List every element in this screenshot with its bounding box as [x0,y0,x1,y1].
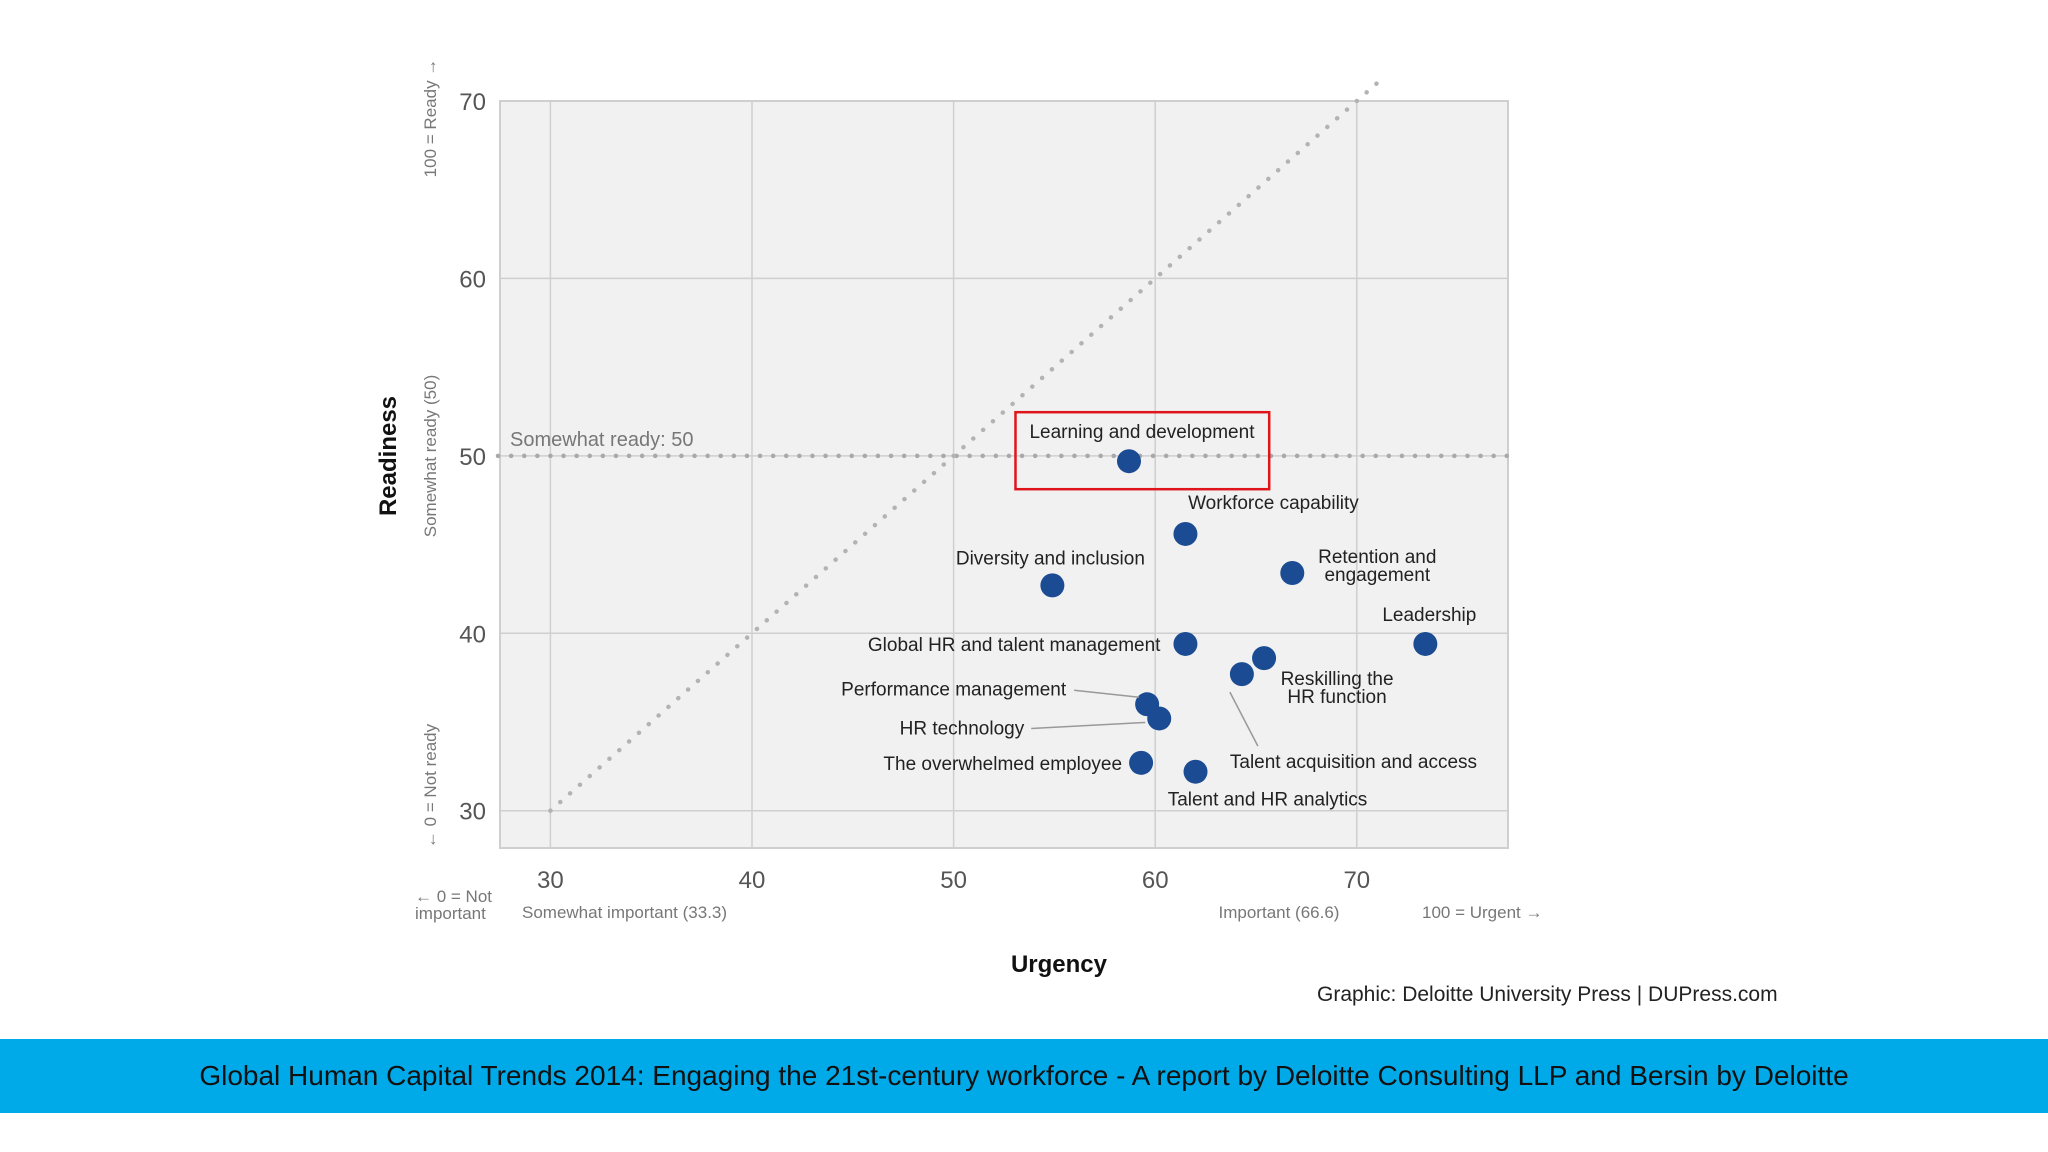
reference-lines: Somewhat ready: 50 [495,75,1515,813]
y-tick-label: 70 [459,89,486,116]
point-workforce-capability [1173,521,1198,546]
label-talent-and-hr-analytics: Talent and HR analytics [1168,790,1368,811]
y-sub-label-middle: Somewhat ready (50) [421,375,440,538]
x-tick-label: 30 [537,867,564,894]
graphic-credit: Graphic: Deloitte University Press | DUP… [1317,983,1778,1006]
y-axis-title: Readiness [375,396,402,516]
point-talent-acquisition-and-access [1229,662,1254,687]
label-talent-acquisition-and-access: Talent acquisition and access [1230,752,1477,773]
point-labels: Learning and development Workforce capabi… [841,410,1477,811]
parity-diagonal-line [548,75,1386,813]
point-retention-and-engagement [1280,560,1305,585]
y-sub-label-bottom: ← 0 = Not ready [421,723,440,848]
y-tick-label: 40 [459,621,486,648]
point-leadership [1413,631,1438,656]
label-leadership: Leadership [1382,605,1476,626]
point-diversity-and-inclusion [1040,573,1065,598]
label-the-overwhelmed-employee: The overwhelmed employee [883,754,1122,775]
tick-labels: 30 40 50 60 70 30 40 50 60 70 [459,89,1370,894]
label-performance-management: Performance management [841,679,1067,700]
x-tick-label: 50 [940,867,967,894]
x-tick-label: 40 [739,867,766,894]
plot-area [499,100,1509,849]
grid-lines [500,101,1508,848]
x-tick-label: 60 [1142,867,1169,894]
point-global-hr-and-talent-management [1173,631,1198,656]
somewhat-ready-label: Somewhat ready: 50 [510,429,693,451]
x-sub-label-not-important-line2: important [415,904,486,923]
y-tick-label: 50 [459,444,486,471]
leader-performance-management [1074,689,1140,699]
label-diversity-and-inclusion: Diversity and inclusion [956,548,1145,569]
leader-hr-technology [1031,721,1146,730]
x-tick-label: 70 [1343,867,1370,894]
point-talent-and-hr-analytics [1183,759,1208,784]
label-reskilling-the-hr-function: Reskilling the HR function [1281,669,1394,708]
point-the-overwhelmed-employee [1129,750,1154,775]
leader-talent-acquisition-and-access [1229,691,1259,747]
point-hr-technology [1147,706,1172,731]
label-learning-and-development: Learning and development [1029,422,1255,443]
y-tick-label: 30 [459,799,486,826]
y-sub-label-top: 100 = Ready → [421,59,440,178]
highlight-box [1014,410,1271,491]
label-global-hr-and-talent-management: Global HR and talent management [868,635,1161,656]
x-axis-title: Urgency [1011,951,1108,978]
data-points [1040,449,1438,784]
point-learning-and-development [1116,449,1141,474]
x-sub-label-not-important: ← 0 = Not [415,887,492,906]
label-workforce-capability: Workforce capability [1188,493,1359,514]
leader-lines [1031,689,1259,747]
scatter-chart: Somewhat ready: 50 30 40 50 60 703040506070 … [375,59,1543,978]
footer-text: Global Human Capital Trends 2014: Engagi… [199,1060,1849,1091]
footer-bar: Global Human Capital Trends 2014: Engagi… [0,1039,2048,1113]
x-sub-label-somewhat-important: Somewhat important (33.3) [522,903,727,922]
label-hr-technology: HR technology [900,718,1025,739]
label-retention-and-engagement: Retention and engagement [1318,547,1436,586]
x-sub-label-urgent: 100 = Urgent → [1422,903,1543,922]
point-reskilling-the-hr-function [1252,646,1277,671]
y-tick-label: 60 [459,266,486,293]
x-sub-label-important: Important (66.6) [1219,903,1340,922]
